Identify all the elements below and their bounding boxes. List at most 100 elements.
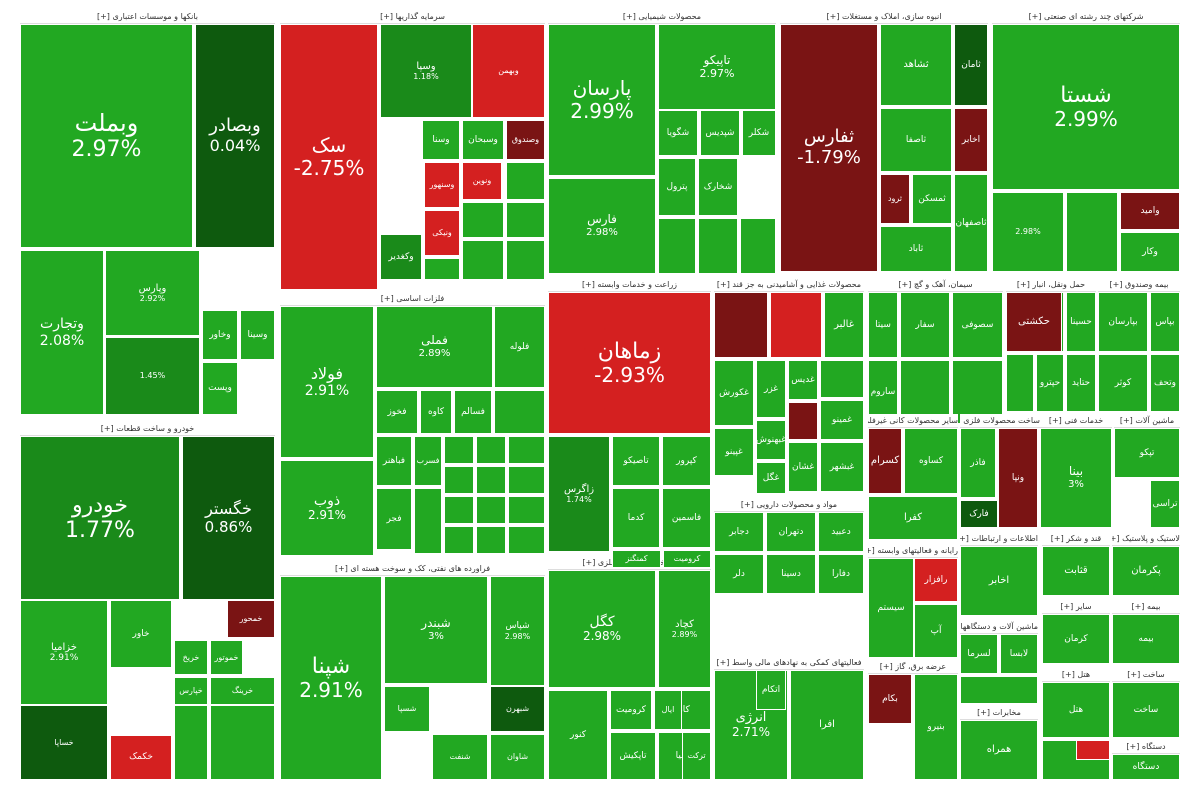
stock-tile[interactable]: دعبید [818, 512, 864, 552]
stock-tile[interactable]: حکشتی [1006, 292, 1062, 352]
stock-tile[interactable]: پارسان 2.99% [548, 24, 656, 176]
stock-tile[interactable]: تراسی [1150, 480, 1180, 528]
stock-tile[interactable]: وصندوق [506, 120, 545, 160]
stock-tile[interactable]: همراه [960, 720, 1038, 780]
stock-tile[interactable]: دلر [714, 554, 764, 594]
stock-tile[interactable]: ثاصفهان [954, 174, 988, 272]
stock-tile[interactable]: تاپیکو 2.97% [658, 24, 776, 110]
treemap-cell[interactable] [952, 360, 1003, 424]
stock-tile[interactable]: وخاور [202, 310, 238, 360]
stock-tile[interactable]: کنور [548, 690, 608, 780]
stock-tile[interactable]: تاصیکو [612, 436, 660, 486]
stock-tile[interactable]: وپست [202, 362, 238, 415]
stock-tile[interactable]: شکلر [742, 110, 776, 156]
stock-tile[interactable]: خمحور [227, 600, 275, 638]
stock-tile[interactable]: وبصادر 0.04% [195, 24, 275, 248]
sector-header[interactable]: مواد و محصولات دارویی [+] [714, 498, 864, 512]
stock-tile[interactable]: وسینا [240, 310, 275, 360]
stock-tile[interactable]: فسرب [414, 436, 442, 486]
stock-tile[interactable]: ساخت [1112, 682, 1180, 738]
stock-tile[interactable]: آپ [914, 604, 958, 658]
stock-tile[interactable]: کسرام [868, 428, 902, 494]
stock-tile[interactable]: 2.98% [992, 192, 1064, 272]
stock-tile[interactable]: وسپا 1.18% [380, 24, 472, 118]
stock-tile[interactable]: غشان [788, 442, 818, 492]
stock-tile[interactable]: زاگرس 1.74% [548, 436, 610, 552]
sector-header[interactable]: محصولات شیمیایی [+] [548, 10, 776, 24]
treemap-cell[interactable] [476, 466, 506, 494]
stock-tile[interactable]: انرژی 2.71% [714, 670, 788, 780]
stock-tile[interactable]: غبشهر [820, 442, 864, 492]
stock-tile[interactable]: دسینا [766, 554, 816, 594]
treemap-cell[interactable] [508, 466, 545, 494]
stock-tile[interactable]: کساوه [904, 428, 958, 494]
stock-tile[interactable]: شپاس 2.98% [490, 576, 545, 686]
sector-header[interactable]: فلزات اساسی [+] [280, 292, 545, 306]
stock-tile[interactable]: شگویا [658, 110, 698, 156]
sector-header[interactable]: فعالیتهای کمکی به نهادهای مالی واسط [+] [714, 656, 864, 670]
treemap-cell[interactable] [820, 360, 864, 398]
stock-tile[interactable]: حتاید [1066, 354, 1096, 412]
treemap-cell[interactable] [444, 496, 474, 524]
treemap-cell[interactable] [1076, 740, 1110, 760]
treemap-cell[interactable] [1066, 192, 1118, 272]
stock-tile[interactable]: وسنهور [424, 162, 460, 208]
stock-tile[interactable]: اخابر [954, 108, 988, 172]
stock-tile[interactable]: کرومیت [663, 550, 711, 568]
sector-header[interactable]: قند و شکر [+] [1042, 532, 1110, 546]
stock-tile[interactable]: کپرور [662, 436, 711, 486]
stock-tile[interactable]: غمینو [820, 400, 864, 440]
sector-header[interactable]: ماشین آلات [+] [1114, 414, 1180, 428]
stock-tile[interactable]: بیمه [1112, 614, 1180, 664]
sector-header[interactable]: رایانه و فعالیتهای وابسته [+] [868, 544, 958, 558]
stock-tile[interactable]: وکغدیر [380, 234, 422, 280]
stock-tile[interactable]: کوثر [1098, 354, 1148, 412]
stock-tile[interactable]: سیتا [868, 292, 898, 358]
stock-tile[interactable]: ایال [654, 690, 682, 730]
sector-header[interactable]: خودرو و ساخت قطعات [+] [20, 422, 275, 436]
stock-tile[interactable]: وتحف [1150, 354, 1180, 412]
sector-header[interactable]: عرضه برق، گاز [+] [868, 660, 958, 674]
stock-tile[interactable]: غپینو [714, 428, 754, 476]
stock-tile[interactable]: سفار [900, 292, 950, 358]
sector-header[interactable]: انبوه سازی، املاک و مستغلات [+] [780, 10, 988, 24]
stock-tile[interactable]: پکرمان [1112, 546, 1180, 596]
stock-tile[interactable]: فباهنر [376, 436, 412, 486]
stock-tile[interactable]: خرینگ [210, 677, 275, 705]
stock-tile[interactable]: شپنا 2.91% [280, 576, 382, 780]
treemap-cell[interactable] [476, 496, 506, 524]
treemap-cell[interactable] [508, 496, 545, 524]
stock-tile[interactable]: افرا [790, 670, 864, 780]
stock-tile[interactable]: دتهران [766, 512, 816, 552]
stock-tile[interactable]: فجر [376, 488, 412, 550]
stock-tile[interactable]: ثمسکن [912, 174, 952, 224]
sector-header[interactable]: سایر محصولات کانی غیرفلزی [+] [868, 414, 958, 428]
stock-tile[interactable]: غکورش [714, 360, 754, 426]
stock-tile[interactable]: غدیس [788, 360, 818, 400]
stock-tile[interactable]: کگل 2.98% [548, 570, 656, 688]
stock-tile[interactable]: ثشاهد [880, 24, 952, 106]
treemap-cell[interactable] [714, 292, 768, 358]
stock-tile[interactable]: بکام [868, 674, 912, 724]
treemap-cell[interactable] [444, 436, 474, 464]
sector-header[interactable]: ساخت محصولات فلزی [+] [960, 414, 1040, 428]
stock-tile[interactable]: وپارس 2.92% [105, 250, 200, 336]
sector-header[interactable]: هتل [+] [1042, 668, 1110, 682]
stock-tile[interactable]: ثامان [954, 24, 988, 106]
stock-tile[interactable]: ونوین [462, 162, 502, 200]
stock-tile[interactable]: ثفارس -1.79% [780, 24, 878, 272]
stock-tile[interactable]: فارس 2.98% [548, 178, 656, 274]
stock-tile[interactable]: کاوه [420, 390, 452, 434]
stock-tile[interactable]: دجابر [714, 512, 764, 552]
treemap-cell[interactable] [658, 218, 696, 274]
stock-tile[interactable]: بپارسان [1098, 292, 1148, 352]
stock-tile[interactable]: غگل [756, 462, 786, 494]
stock-tile[interactable]: وکار [1120, 232, 1180, 272]
sector-header[interactable]: مخابرات [+] [960, 706, 1038, 720]
treemap-cell[interactable] [508, 526, 545, 554]
sector-header[interactable]: بیمه وصندوق [+] [1098, 278, 1180, 292]
stock-tile[interactable]: خگستر 0.86% [182, 436, 275, 600]
stock-tile[interactable]: شپدیس [700, 110, 740, 156]
stock-tile[interactable]: غالبر [824, 292, 864, 358]
treemap-cell[interactable] [174, 705, 208, 780]
